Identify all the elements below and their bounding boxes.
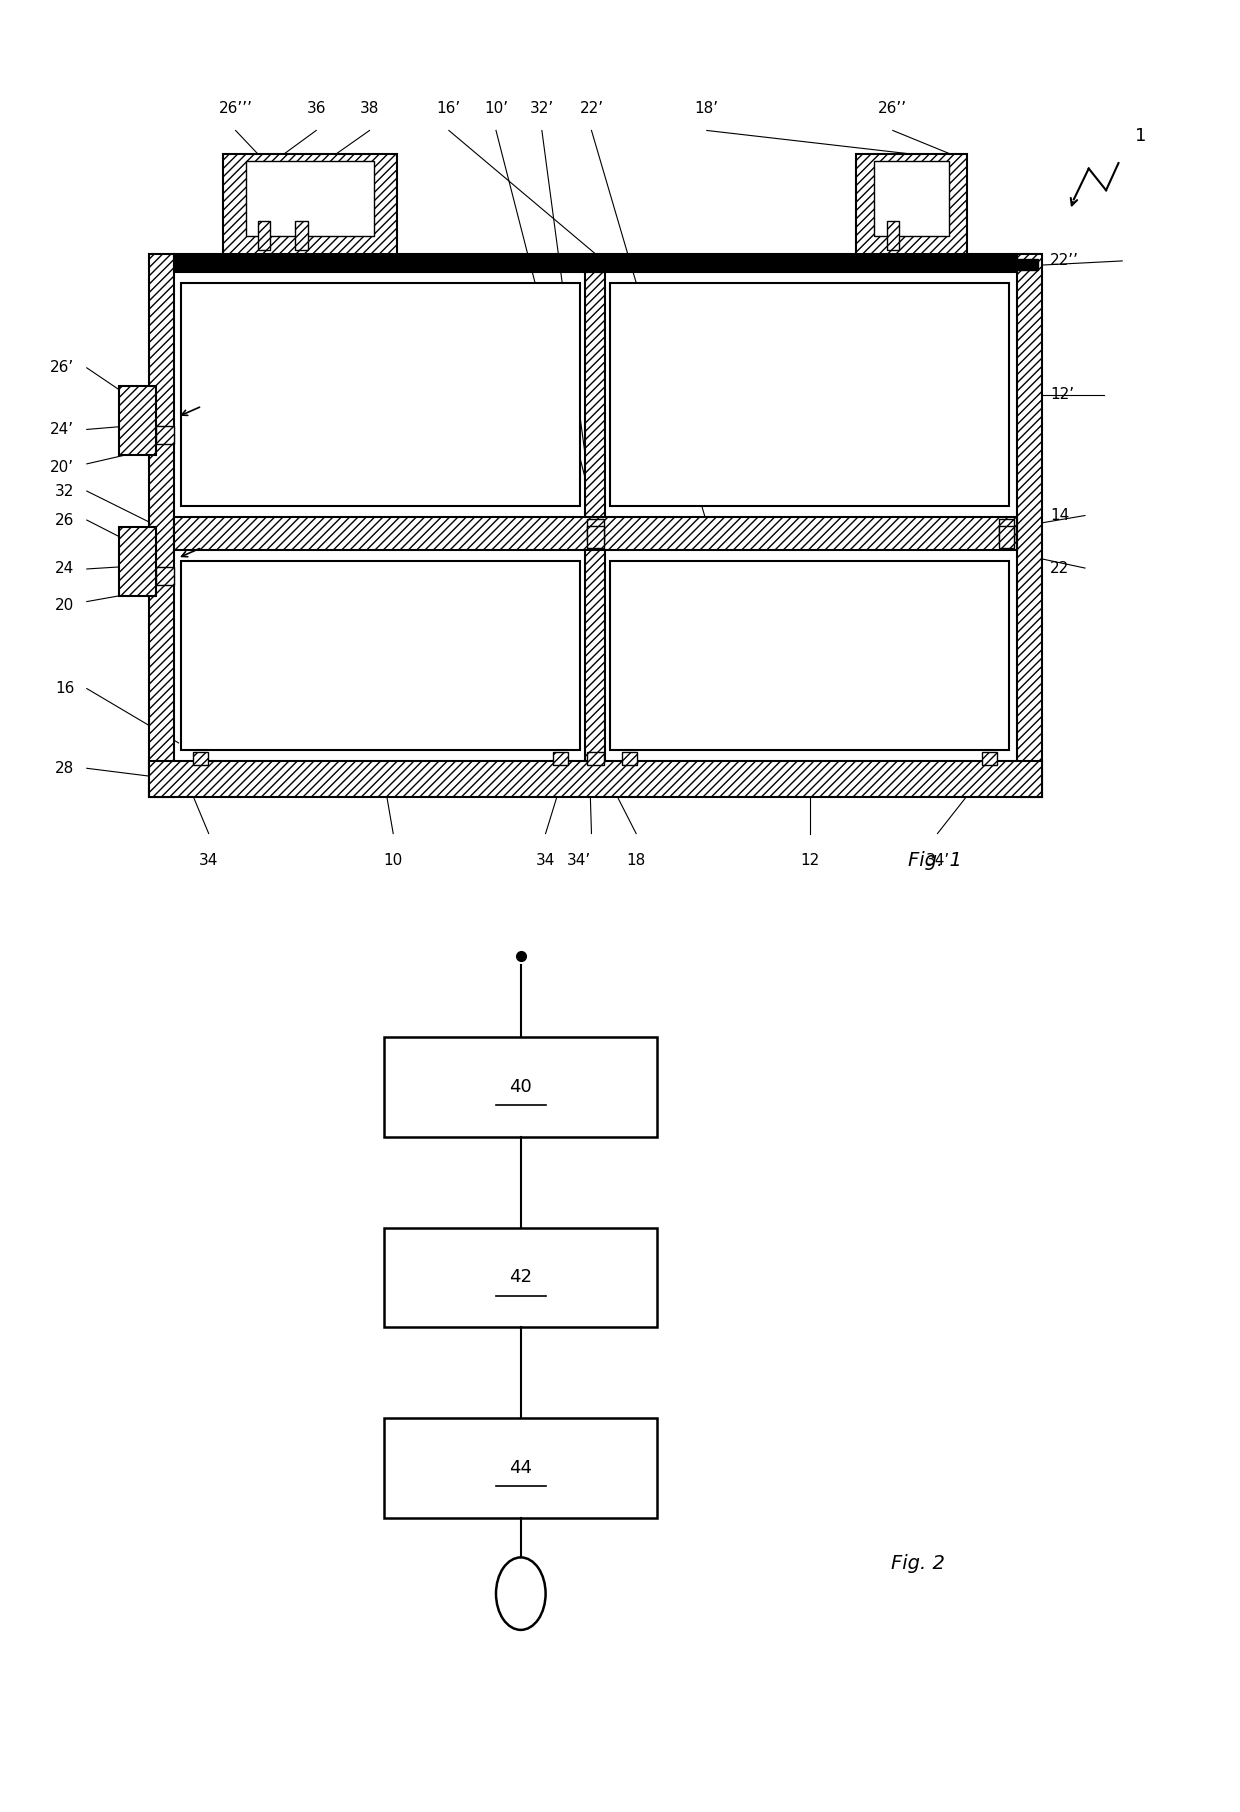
Text: 20: 20 <box>55 598 74 612</box>
Text: 28: 28 <box>55 761 74 776</box>
Bar <box>384 1229 657 1326</box>
Text: 26’’’: 26’’’ <box>218 101 253 116</box>
Circle shape <box>496 1557 546 1631</box>
Text: 16’: 16’ <box>436 101 461 116</box>
Text: 18’: 18’ <box>694 101 719 116</box>
Text: 1: 1 <box>1135 127 1147 145</box>
Bar <box>622 752 637 765</box>
Bar <box>119 527 156 596</box>
Text: 34’: 34’ <box>925 853 950 868</box>
Text: 10’: 10’ <box>484 101 508 116</box>
Text: 14: 14 <box>1050 507 1070 524</box>
Bar <box>119 386 156 455</box>
Bar <box>585 272 605 518</box>
Text: 26’’: 26’’ <box>878 101 908 116</box>
Bar <box>181 562 580 750</box>
Text: 32’: 32’ <box>529 101 554 116</box>
Bar <box>874 161 949 236</box>
Bar <box>156 426 174 444</box>
Text: 16: 16 <box>55 681 74 696</box>
Bar <box>610 562 1009 750</box>
Bar <box>149 761 1042 797</box>
Text: 38: 38 <box>360 101 379 116</box>
Bar <box>887 221 899 250</box>
Bar <box>258 221 270 250</box>
Bar <box>223 154 397 254</box>
Bar <box>982 752 997 765</box>
Bar <box>384 1417 657 1518</box>
Text: 44: 44 <box>510 1459 532 1477</box>
Text: 32: 32 <box>55 484 74 498</box>
Bar <box>999 520 1014 540</box>
Text: 40: 40 <box>510 1078 532 1096</box>
Text: 42: 42 <box>510 1268 532 1287</box>
Text: 36: 36 <box>306 101 326 116</box>
Text: 22’’: 22’’ <box>1050 254 1079 268</box>
Text: 10: 10 <box>383 853 403 868</box>
Text: 24: 24 <box>55 562 74 576</box>
Bar <box>610 283 1009 506</box>
Text: Fig. 2: Fig. 2 <box>890 1553 945 1573</box>
Bar <box>149 254 174 797</box>
Bar <box>156 567 174 585</box>
Text: Fig. 1: Fig. 1 <box>908 852 961 870</box>
Text: 34: 34 <box>536 853 556 868</box>
Text: 22’: 22’ <box>579 101 604 116</box>
Bar <box>856 154 967 254</box>
Text: 12: 12 <box>800 853 820 868</box>
Text: 34: 34 <box>198 853 218 868</box>
Text: 24’: 24’ <box>51 422 74 437</box>
Bar <box>193 752 208 765</box>
Bar <box>174 518 1017 551</box>
Bar <box>587 752 604 765</box>
Bar <box>553 752 568 765</box>
Text: 22: 22 <box>1050 560 1070 576</box>
Text: 20’: 20’ <box>51 460 74 475</box>
Bar <box>587 520 604 540</box>
Text: 34’: 34’ <box>567 853 591 868</box>
Text: 18: 18 <box>626 853 646 868</box>
Bar <box>587 525 604 547</box>
Bar <box>1011 259 1038 270</box>
Text: 26’: 26’ <box>50 361 74 375</box>
Bar <box>246 161 374 236</box>
Text: 26: 26 <box>55 513 74 527</box>
Text: 12’: 12’ <box>1050 388 1074 402</box>
Bar <box>174 254 1017 272</box>
Bar <box>999 525 1014 547</box>
Bar <box>384 1036 657 1138</box>
Bar <box>181 283 580 506</box>
Bar <box>295 221 308 250</box>
Bar <box>1017 254 1042 797</box>
Bar <box>585 551 605 761</box>
